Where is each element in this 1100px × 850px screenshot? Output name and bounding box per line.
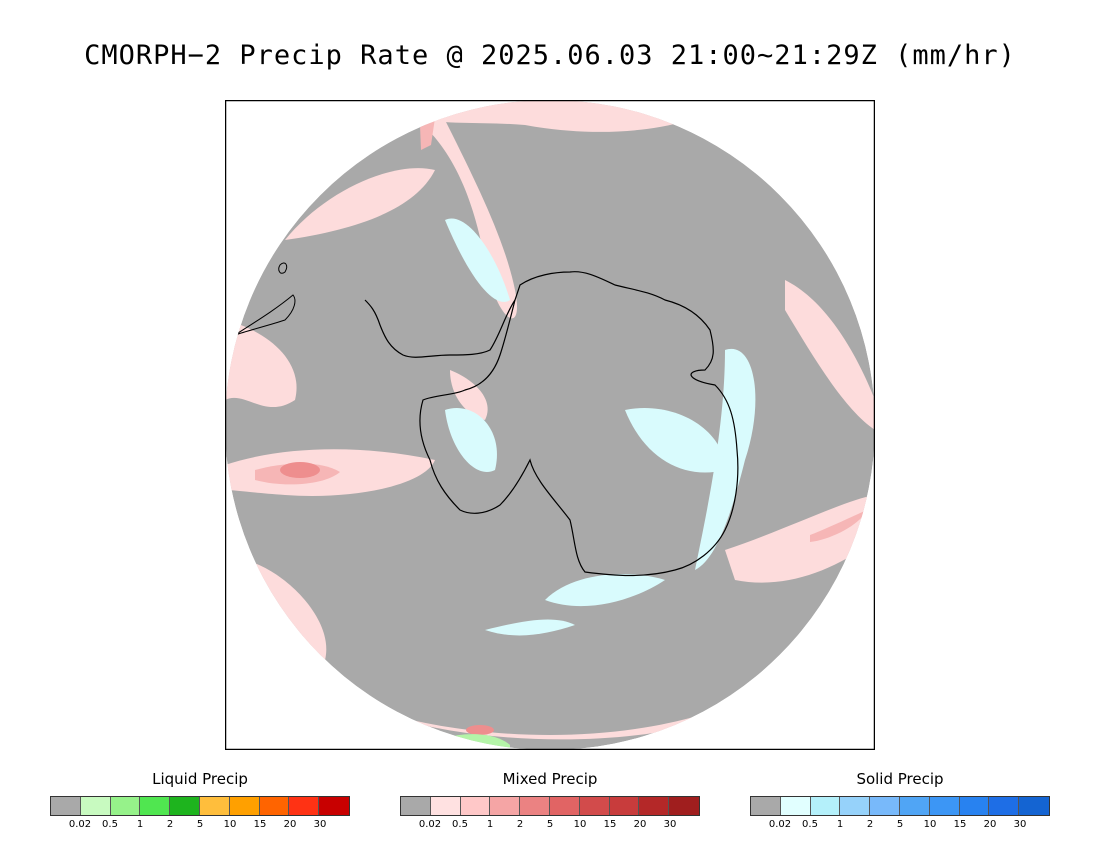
mixed-precip-north-streak [420,118,435,150]
legend-swatch [1019,797,1049,815]
legend-swatch [430,797,461,815]
mixed-precip-east-rim [785,280,875,430]
legend-swatch [751,797,781,815]
legend-tick-label: 10 [573,819,587,830]
legend-tick-label: 0.5 [102,819,118,830]
legend-swatch [520,797,550,815]
legend-tick-label: 15 [253,819,267,830]
legend-tick-label: 1 [836,819,844,830]
mixed-precip-east-band [725,495,875,583]
legend-tick-label: 0.02 [768,819,792,830]
mixed-precip-northwest-rim [285,168,435,240]
solid-precip-weddell-sea [445,218,510,302]
legend-title: Mixed Precip [502,770,598,788]
legend-swatch [989,797,1020,815]
antarctica-coastline [419,271,739,577]
map-title: CMORPH−2 Precip Rate @ 2025.06.03 21:00~… [84,40,1016,71]
mixed-precip-west-heavy-cell [280,462,320,478]
legend-swatch [460,797,491,815]
legend-swatch [579,797,610,815]
legend-title: Solid Precip [856,770,944,788]
solid-precip-south-streak [485,619,575,636]
legend-swatch [170,797,200,815]
legend-swatch [840,797,871,815]
legend-solid-precip: Solid Precip 0.02 0.5 1 2 5 10 15 20 30 [750,770,1050,833]
legend-mixed-precip: Mixed Precip 0.02 0.5 1 2 5 10 15 20 30 [400,770,700,833]
legend-tick-label: 0.5 [802,819,818,830]
legend-tick-label: 0.02 [68,819,92,830]
solid-precip-regions [445,218,756,636]
legend-tick-label: 10 [223,819,237,830]
legend-tick-label: 2 [516,819,524,830]
legend-swatch [929,797,960,815]
legend-tick-label: 0.02 [418,819,442,830]
legend-swatch [609,797,640,815]
legend-swatch [780,797,811,815]
legend-tick-label: 30 [313,819,327,830]
solid-precip-interior-west [445,408,497,472]
legend-tick-label: 5 [896,819,904,830]
no-precip-background [225,100,875,750]
legend-swatch [199,797,230,815]
solid-precip-interior-east [625,408,725,473]
mixed-precip-heavy [280,462,494,735]
legend-swatch [319,797,349,815]
legend-swatch [669,797,699,815]
legend-tick-label: 15 [953,819,967,830]
polar-precip-map [225,100,875,750]
legend-swatch [289,797,320,815]
legend-swatch [401,797,431,815]
legend-swatch [549,797,580,815]
legend-tick-label: 0.5 [452,819,468,830]
legend-swatch [899,797,930,815]
antarctic-peninsula [364,299,516,358]
island-outline [278,262,288,274]
legend-tick-label: 15 [603,819,617,830]
legend-swatch [490,797,521,815]
legend-swatch [229,797,260,815]
legend-swatch [110,797,141,815]
legend-swatches [750,796,1050,816]
mixed-precip-south-rim [345,680,785,740]
legend-tick-label: 2 [166,819,174,830]
legend-tick-label: 30 [663,819,677,830]
mixed-precip-west-rim [225,320,297,408]
legend-ticks: 0.02 0.5 1 2 5 10 15 20 30 [400,819,700,833]
solid-precip-ross-shelf [545,574,665,607]
south-america-tip [234,294,296,336]
legend-tick-label: 20 [633,819,647,830]
mixed-precip-east-core [810,510,867,542]
legend-swatch [140,797,171,815]
legend-ticks: 0.02 0.5 1 2 5 10 15 20 30 [50,819,350,833]
legend-swatch [870,797,900,815]
legend-title: Liquid Precip [152,770,248,788]
legend-tick-label: 1 [486,819,494,830]
mixed-precip-peninsula-patch [450,370,488,420]
legend-tick-label: 1 [136,819,144,830]
legend-tick-label: 2 [866,819,874,830]
legend-swatch [259,797,290,815]
legend-tick-label: 20 [283,819,297,830]
legend-swatch [959,797,990,815]
legend-ticks: 0.02 0.5 1 2 5 10 15 20 30 [750,819,1050,833]
solid-precip-east-coast [695,348,756,570]
legend-tick-label: 30 [1013,819,1027,830]
legend-swatch [51,797,81,815]
legend-swatches [50,796,350,816]
map-frame [225,100,875,750]
legend-tick-label: 20 [983,819,997,830]
legend-tick-label: 5 [196,819,204,830]
legend-swatches [400,796,700,816]
legend-tick-label: 5 [546,819,554,830]
legend-liquid-precip: Liquid Precip 0.02 0.5 1 2 5 10 15 20 30 [50,770,350,833]
legend-swatch [639,797,670,815]
mixed-precip-south-heavy-cell [466,725,494,735]
legend-swatch [810,797,841,815]
legend-swatch [80,797,111,815]
legend-tick-label: 10 [923,819,937,830]
